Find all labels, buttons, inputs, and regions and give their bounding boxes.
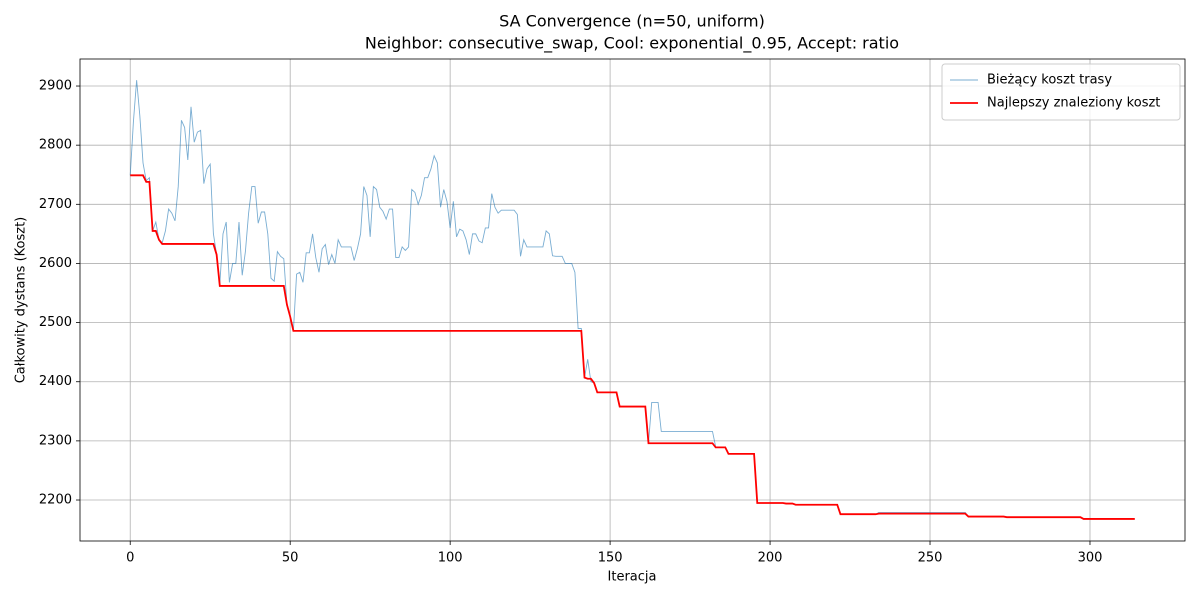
x-axis-label: Iteracja xyxy=(608,570,657,585)
y-tick-label: 2200 xyxy=(39,493,72,508)
x-tick-label: 300 xyxy=(1078,551,1103,566)
x-tick-label: 50 xyxy=(282,551,299,566)
chart-title: SA Convergence (n=50, uniform) xyxy=(499,12,765,31)
data-line xyxy=(130,174,1135,520)
x-tick-label: 250 xyxy=(918,551,943,566)
y-tick-label: 2300 xyxy=(39,433,72,448)
x-tick-label: 150 xyxy=(598,551,623,566)
chart-subtitle: Neighbor: consecutive_swap, Cool: expone… xyxy=(365,34,899,54)
x-tick-label: 200 xyxy=(758,551,783,566)
legend-box xyxy=(941,63,1181,121)
y-tick-label: 2800 xyxy=(39,138,72,153)
legend-label: Bieżący koszt trasy xyxy=(987,73,1112,88)
x-tick-label: 100 xyxy=(438,551,463,566)
x-tick-label: 0 xyxy=(126,551,134,566)
plot-frame xyxy=(79,58,1186,542)
y-tick-label: 2700 xyxy=(39,197,72,212)
y-tick-label: 2900 xyxy=(39,79,72,94)
y-tick-label: 2500 xyxy=(39,315,72,330)
y-tick-label: 2400 xyxy=(39,374,72,389)
y-axis-label: Całkowity dystans (Koszt) xyxy=(14,217,29,384)
legend-label: Najlepszy znaleziony koszt xyxy=(987,96,1160,111)
y-tick-label: 2600 xyxy=(39,256,72,271)
